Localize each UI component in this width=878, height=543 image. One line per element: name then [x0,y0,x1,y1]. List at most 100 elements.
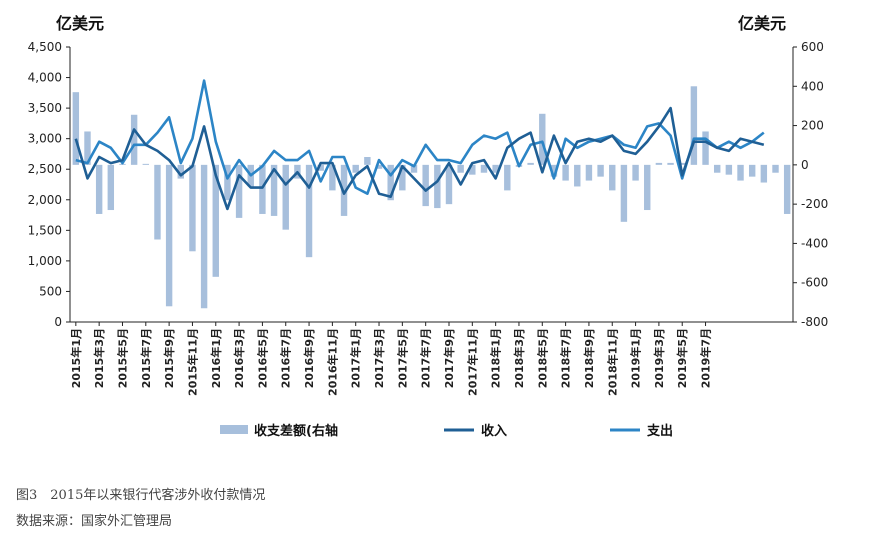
balance-bar [317,164,324,171]
balance-bar [469,164,476,175]
left-tick-label: 1,000 [28,254,62,268]
balance-bar [492,164,499,173]
x-tick-label: 2018年1月 [489,328,503,388]
balance-bar [480,164,488,173]
left-tick-label: 3,500 [28,101,62,115]
balance-bar [422,164,429,207]
balance-bar [142,163,150,165]
balance-bar [399,164,406,191]
balance-bar [130,114,138,165]
right-tick-label: 400 [801,79,824,93]
balance-bar [772,164,779,173]
x-tick-label: 2015年11月 [185,328,199,396]
balance-bar [655,162,663,165]
balance-bar [270,164,278,216]
x-tick-label: 2017年9月 [442,328,456,388]
balance-bar [562,164,569,181]
right-tick-label: -600 [801,276,828,290]
balance-bar [329,164,336,191]
balance-bar [725,164,733,175]
balance-bar [224,164,231,201]
balance-bar [713,164,721,173]
right-tick-label: -400 [801,236,828,250]
figure-caption: 图3 2015年以来银行代客涉外收付款情况 [16,488,266,503]
left-tick-label: 0 [54,315,62,329]
left-tick-label: 1,500 [28,223,62,237]
balance-bar [107,164,115,211]
balance-bar [679,162,686,165]
left-tick-label: 4,500 [28,40,62,54]
x-tick-label: 2016年3月 [232,328,246,388]
balance-bar [410,164,418,173]
x-tick-label: 2016年1月 [209,328,223,388]
legend-swatch-balance [220,425,248,434]
balance-bar [702,131,709,165]
balance-bar [445,164,453,205]
balance-bar [165,164,173,307]
right-tick-label: -800 [801,315,828,329]
balance-bar [539,113,546,165]
x-tick-label: 2019年7月 [699,328,713,388]
balance-bar [737,164,744,181]
balance-bar [95,164,103,214]
x-tick-label: 2015年1月 [69,328,83,388]
legend-label-expense: 支出 [646,423,673,439]
expense-line [75,79,765,195]
x-tick-label: 2019年1月 [629,328,643,388]
balance-bar [375,164,383,169]
x-tick-label: 2019年3月 [652,328,666,388]
balance-bar [72,92,80,165]
balance-bar [352,164,359,173]
balance-bar [364,157,371,165]
x-tick-label: 2016年7月 [279,328,293,388]
balance-bar [504,164,511,191]
left-tick-label: 500 [39,284,62,298]
balance-bar [212,164,219,277]
x-tick-label: 2016年11月 [325,328,339,396]
balance-bar [84,131,91,165]
balance-bar [282,164,289,230]
x-tick-label: 2016年9月 [302,328,316,388]
balance-bar [620,164,628,222]
x-tick-label: 2015年3月 [92,328,106,388]
right-tick-label: 200 [801,119,824,133]
x-tick-label: 2015年7月 [139,328,153,388]
balance-bar [748,164,756,177]
source-note: 数据来源：国家外汇管理局 [16,514,173,529]
balance-bar [154,164,161,240]
balance-bar [200,164,208,309]
balance-bar [387,164,394,201]
x-tick-label: 2018年7月 [559,328,573,388]
x-tick-label: 2019年5月 [675,328,689,388]
balance-bar [632,164,639,181]
x-tick-label: 2017年5月 [395,328,409,388]
balance-bar [527,162,534,165]
x-tick-label: 2017年3月 [372,328,386,388]
balance-bar [189,164,196,252]
balance-bar [597,164,604,177]
balance-bar [644,164,651,211]
balance-bar [550,164,558,177]
x-tick-label: 2015年9月 [162,328,176,388]
x-tick-label: 2016年5月 [255,328,269,388]
right-tick-label: 600 [801,40,824,54]
x-tick-label: 2017年11月 [465,328,479,396]
balance-bar [609,164,616,191]
balance-bar [760,164,768,183]
balance-bar [434,164,441,209]
balance-bar [457,164,464,173]
x-tick-label: 2018年5月 [535,328,549,388]
left-tick-label: 3,000 [28,132,62,146]
x-tick-label: 2018年9月 [582,328,596,388]
legend-label-balance: 收支差额(右轴 [254,423,338,439]
legend-label-income: 收入 [481,423,507,439]
x-tick-label: 2018年3月 [512,328,526,388]
balance-bar [235,164,243,218]
x-tick-label: 2017年7月 [419,328,433,388]
x-tick-label: 2017年1月 [349,328,363,388]
balance-bar [259,164,266,214]
right-tick-label: -200 [801,197,828,211]
x-tick-label: 2015年5月 [115,328,129,388]
x-tick-label: 2018年11月 [605,328,619,396]
